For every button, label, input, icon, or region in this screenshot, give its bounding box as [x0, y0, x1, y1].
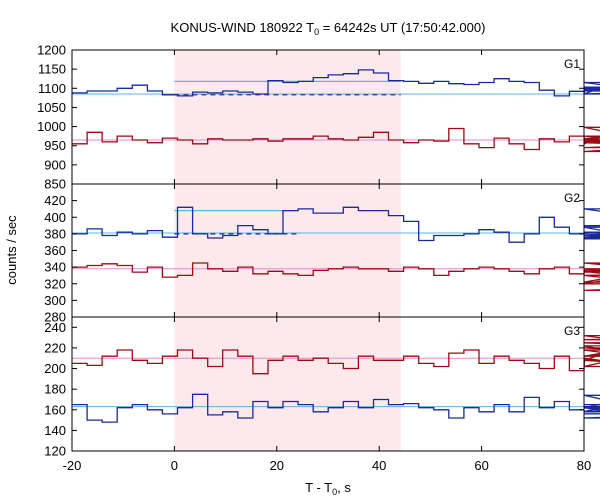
g2-ytick-label: 400: [44, 210, 66, 225]
x-tick-label: -20: [63, 458, 82, 473]
panels-group: 85090095010001050110011501200G1280300320…: [37, 43, 600, 473]
g3-ytick-label: 140: [44, 423, 66, 438]
x-axis-label: T - T0, s: [305, 480, 351, 497]
g2-panel-label: G2: [564, 191, 580, 205]
g1-panel-label: G1: [564, 57, 580, 71]
g2-ytick-label: 280: [44, 310, 66, 325]
g2-ytick-label: 340: [44, 260, 66, 275]
g1-ytick-label: 1050: [37, 100, 66, 115]
g2-ytick-label: 360: [44, 243, 66, 258]
g3-ytick-label: 240: [44, 320, 66, 335]
chart-title: KONUS-WIND 180922 T0 = 64242s UT (17:50:…: [171, 20, 486, 37]
x-tick-label: 80: [577, 458, 591, 473]
g1-series-blue: [72, 69, 600, 97]
g1-ytick-label: 1000: [37, 119, 66, 134]
burst-interval-highlight: [174, 50, 401, 451]
g1-ytick-label: 1150: [38, 62, 66, 77]
g3-ytick-label: 180: [44, 382, 66, 397]
g1-ytick-label: 950: [44, 138, 66, 153]
g3-panel-label: G3: [564, 324, 580, 338]
g2-ytick-label: 320: [44, 276, 66, 291]
g3-panel-frame: [71, 316, 585, 452]
y-axis-label: counts / sec: [4, 215, 19, 285]
g1-ytick-label: 1100: [38, 81, 66, 96]
g2-ytick-label: 420: [44, 193, 66, 208]
g1-ytick-label: 900: [44, 157, 66, 172]
g3-series-blue: [72, 393, 600, 423]
g1-ytick-label: 1200: [37, 43, 66, 58]
g3-ytick-label: 200: [44, 361, 66, 376]
g1-ytick-label: 850: [44, 177, 66, 192]
g3-ytick-label: 120: [44, 444, 66, 459]
g3-series-red: [72, 334, 600, 375]
g2-ytick-label: 380: [44, 226, 66, 241]
x-tick-label: 0: [171, 458, 178, 473]
g3-ytick-label: 160: [44, 402, 66, 417]
x-tick-label: 40: [372, 458, 386, 473]
g1-series-red: [72, 126, 600, 153]
x-tick-label: 20: [270, 458, 284, 473]
g2-series-blue: [72, 206, 600, 243]
g3-ytick-label: 220: [44, 340, 66, 355]
x-tick-label: 60: [474, 458, 488, 473]
g2-series-red: [72, 262, 600, 292]
g2-ytick-label: 300: [44, 293, 66, 308]
